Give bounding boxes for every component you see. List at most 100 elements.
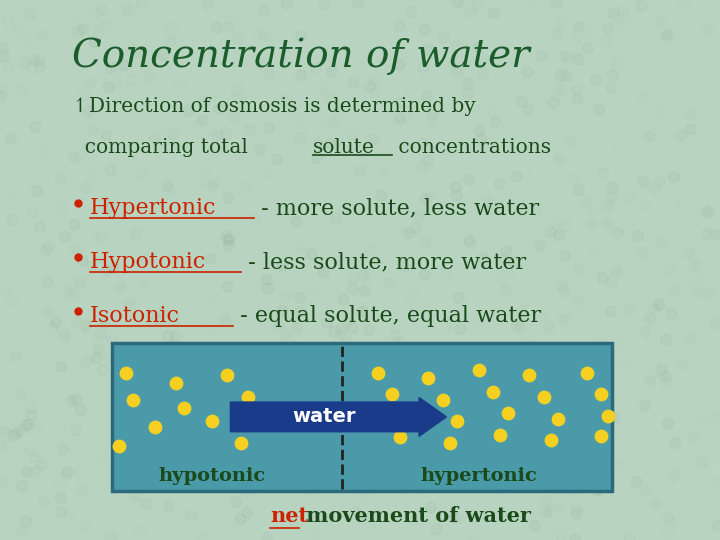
- Point: [514, 323, 526, 332]
- Point: [580, 31, 592, 39]
- Point: [243, 393, 254, 401]
- Text: comparing total: comparing total: [72, 138, 254, 157]
- Point: [413, 317, 424, 326]
- Point: [406, 453, 418, 461]
- Point: [72, 246, 84, 254]
- Point: [365, 246, 377, 254]
- Point: [73, 28, 84, 37]
- Point: [256, 397, 268, 406]
- Point: [204, 399, 215, 408]
- Point: [394, 114, 405, 123]
- Point: [477, 254, 488, 262]
- Point: [0, 441, 6, 449]
- Point: [21, 517, 32, 525]
- Point: [542, 502, 554, 510]
- Point: [202, 0, 213, 9]
- Point: [55, 508, 66, 517]
- Point: [16, 85, 27, 94]
- Point: [310, 63, 322, 72]
- Point: [660, 335, 672, 344]
- Point: [86, 262, 98, 271]
- Point: [190, 476, 202, 484]
- Point: [404, 229, 415, 238]
- Point: [338, 453, 350, 461]
- Point: [74, 278, 86, 287]
- Point: [265, 441, 276, 450]
- Point: [557, 282, 568, 291]
- Point: [548, 249, 559, 258]
- Point: [697, 458, 708, 467]
- Point: [711, 231, 720, 239]
- Point: [88, 126, 99, 135]
- Point: [291, 218, 302, 226]
- Point: [30, 453, 41, 461]
- Point: [452, 0, 464, 6]
- Point: [444, 438, 456, 447]
- Point: [342, 317, 354, 326]
- Point: [12, 511, 24, 520]
- Point: [122, 154, 134, 163]
- Point: [559, 287, 570, 296]
- Point: [62, 509, 73, 517]
- Point: [306, 250, 318, 259]
- Point: [105, 64, 117, 72]
- Point: [206, 322, 217, 331]
- Point: [23, 420, 35, 429]
- Point: [498, 100, 510, 109]
- Point: [255, 29, 266, 37]
- Point: [531, 441, 542, 449]
- Point: [297, 6, 308, 15]
- Point: [339, 441, 351, 449]
- Point: [557, 88, 568, 97]
- Point: [377, 516, 388, 525]
- Point: [20, 35, 32, 44]
- Point: [458, 0, 469, 8]
- Point: [608, 414, 620, 422]
- Point: [165, 37, 176, 45]
- Point: [170, 332, 181, 341]
- Point: [682, 429, 693, 437]
- Point: [427, 111, 438, 119]
- Point: [616, 341, 627, 349]
- Text: solute: solute: [313, 138, 375, 157]
- Point: [30, 424, 41, 433]
- Point: [135, 526, 146, 535]
- Point: [95, 232, 107, 241]
- Point: [464, 238, 476, 246]
- Point: [571, 55, 582, 64]
- Point: [294, 307, 306, 316]
- Point: [419, 25, 431, 33]
- Point: [168, 316, 180, 325]
- Point: [573, 265, 585, 274]
- Point: [559, 222, 570, 231]
- Point: [232, 449, 243, 458]
- Point: [561, 72, 572, 80]
- Point: [55, 202, 66, 211]
- Point: [114, 283, 126, 292]
- Point: [392, 87, 404, 96]
- Point: [42, 278, 53, 286]
- Point: [73, 468, 84, 476]
- Point: [420, 195, 431, 204]
- Point: [34, 63, 45, 72]
- Point: [397, 68, 408, 77]
- Point: [99, 76, 110, 84]
- Point: [163, 502, 175, 510]
- Point: [672, 7, 683, 16]
- Point: [611, 268, 623, 276]
- Point: [21, 468, 32, 476]
- Point: [160, 323, 171, 332]
- Point: [81, 184, 92, 192]
- Point: [264, 71, 275, 79]
- Point: [705, 91, 716, 100]
- Point: [608, 414, 620, 423]
- Point: [8, 432, 19, 441]
- Point: [497, 276, 508, 285]
- Point: [235, 515, 246, 523]
- Point: [542, 161, 554, 170]
- Point: [222, 237, 234, 245]
- Point: [114, 62, 125, 70]
- Point: [162, 201, 174, 210]
- Point: [691, 237, 703, 245]
- Point: [15, 389, 27, 398]
